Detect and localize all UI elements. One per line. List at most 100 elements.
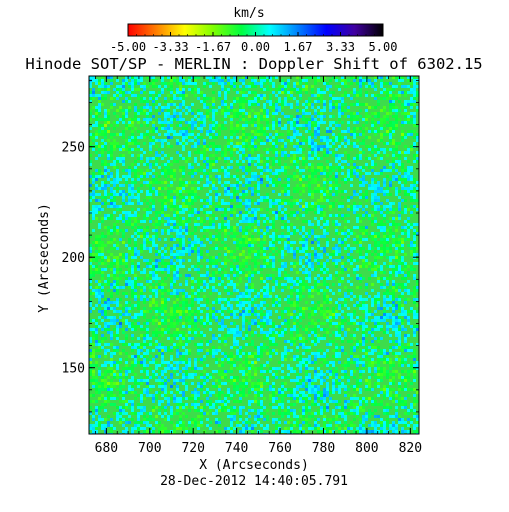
heatmap-cell — [257, 190, 260, 193]
heatmap-cell — [197, 142, 200, 145]
heatmap-cell — [269, 274, 272, 277]
heatmap-cell — [326, 196, 329, 199]
heatmap-cell — [122, 292, 125, 295]
heatmap-cell — [104, 97, 107, 100]
heatmap-cell — [179, 79, 182, 82]
heatmap-cell — [362, 304, 365, 307]
heatmap-cell — [221, 202, 224, 205]
heatmap-cell — [404, 298, 407, 301]
heatmap-cell — [398, 208, 401, 211]
heatmap-cell — [113, 280, 116, 283]
heatmap-cell — [401, 244, 404, 247]
heatmap-cell — [401, 211, 404, 214]
heatmap-cell — [269, 253, 272, 256]
heatmap-cell — [311, 196, 314, 199]
heatmap-cell — [149, 196, 152, 199]
heatmap-cell — [179, 118, 182, 121]
heatmap-cell — [128, 124, 131, 127]
heatmap-cell — [239, 163, 242, 166]
heatmap-cell — [134, 292, 137, 295]
heatmap-cell — [317, 130, 320, 133]
heatmap-cell — [113, 121, 116, 124]
heatmap-cell — [107, 283, 110, 286]
heatmap-cell — [413, 157, 416, 160]
heatmap-cell — [404, 232, 407, 235]
heatmap-cell — [146, 112, 149, 115]
heatmap-cell — [200, 286, 203, 289]
heatmap-cell — [401, 133, 404, 136]
heatmap-cell — [239, 91, 242, 94]
heatmap-cell — [368, 295, 371, 298]
heatmap-cell — [98, 310, 101, 313]
heatmap-cell — [128, 280, 131, 283]
heatmap-cell — [134, 169, 137, 172]
heatmap-cell — [293, 145, 296, 148]
heatmap-cell — [269, 202, 272, 205]
heatmap-cell — [341, 202, 344, 205]
heatmap-cell — [347, 106, 350, 109]
heatmap-cell — [140, 169, 143, 172]
heatmap-cell — [170, 208, 173, 211]
heatmap-cell — [167, 274, 170, 277]
heatmap-cell — [263, 253, 266, 256]
heatmap-cell — [167, 292, 170, 295]
heatmap-cell — [140, 172, 143, 175]
heatmap-cell — [194, 247, 197, 250]
heatmap-cell — [362, 118, 365, 121]
heatmap-cell — [350, 289, 353, 292]
heatmap-cell — [317, 178, 320, 181]
heatmap-cell — [125, 82, 128, 85]
heatmap-cell — [296, 184, 299, 187]
heatmap-cell — [266, 292, 269, 295]
heatmap-cell — [305, 283, 308, 286]
heatmap-cell — [149, 241, 152, 244]
heatmap-cell — [359, 142, 362, 145]
heatmap-cell — [389, 193, 392, 196]
heatmap-cell — [149, 148, 152, 151]
heatmap-cell — [371, 112, 374, 115]
heatmap-cell — [344, 286, 347, 289]
heatmap-cell — [110, 241, 113, 244]
heatmap-cell — [185, 184, 188, 187]
heatmap-cell — [188, 76, 191, 79]
heatmap-cell — [245, 286, 248, 289]
heatmap-cell — [233, 286, 236, 289]
heatmap-cell — [212, 238, 215, 241]
heatmap-cell — [155, 259, 158, 262]
heatmap-cell — [224, 145, 227, 148]
heatmap-cell — [281, 202, 284, 205]
heatmap-cell — [227, 274, 230, 277]
heatmap-cell — [380, 211, 383, 214]
heatmap-cell — [95, 235, 98, 238]
heatmap-cell — [359, 277, 362, 280]
heatmap-cell — [413, 121, 416, 124]
heatmap-cell — [140, 310, 143, 313]
heatmap-cell — [212, 97, 215, 100]
heatmap-cell — [182, 88, 185, 91]
heatmap-cell — [170, 202, 173, 205]
heatmap-cell — [164, 139, 167, 142]
heatmap-cell — [245, 205, 248, 208]
heatmap-cell — [389, 244, 392, 247]
heatmap-cell — [248, 163, 251, 166]
heatmap-cell — [359, 76, 362, 79]
heatmap-cell — [95, 289, 98, 292]
heatmap-cell — [287, 103, 290, 106]
heatmap-cell — [377, 121, 380, 124]
heatmap-cell — [254, 241, 257, 244]
heatmap-cell — [329, 214, 332, 217]
heatmap-cell — [104, 235, 107, 238]
heatmap-cell — [317, 115, 320, 118]
heatmap-cell — [215, 160, 218, 163]
heatmap-cell — [110, 196, 113, 199]
heatmap-cell — [224, 181, 227, 184]
heatmap-cell — [101, 154, 104, 157]
heatmap-cell — [224, 298, 227, 301]
heatmap-cell — [98, 253, 101, 256]
heatmap-cell — [266, 100, 269, 103]
heatmap-cell — [392, 121, 395, 124]
heatmap-cell — [266, 139, 269, 142]
heatmap-cell — [140, 106, 143, 109]
heatmap-cell — [401, 184, 404, 187]
heatmap-cell — [365, 112, 368, 115]
